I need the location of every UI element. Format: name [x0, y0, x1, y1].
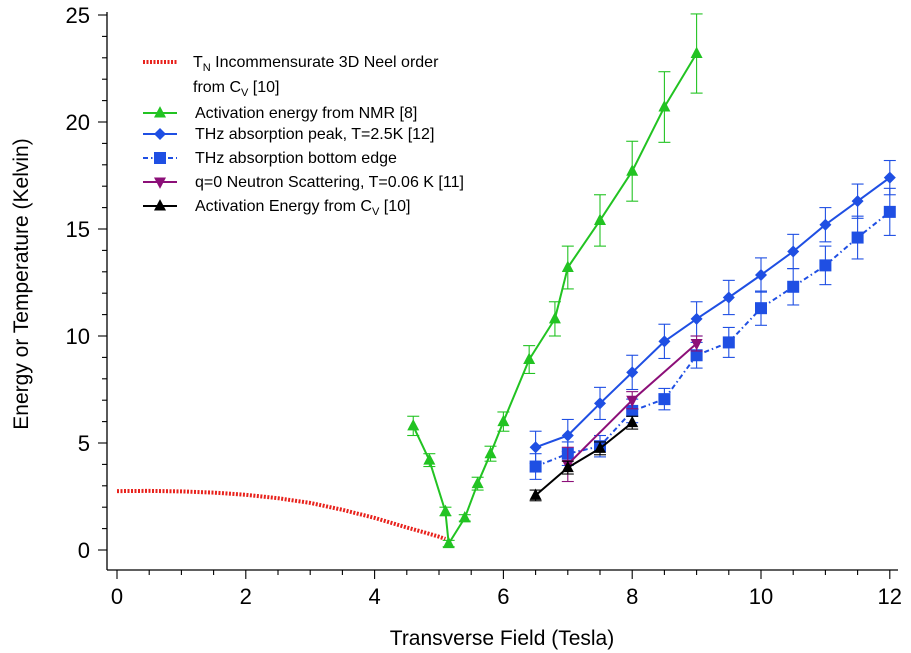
axes: 0 2 4 6 8 10 12 0 5 10 15 20 25 [66, 3, 903, 609]
data-point-thz_peak [851, 195, 864, 208]
x-tick-label: 2 [240, 584, 252, 609]
data-point-nmr [626, 164, 639, 176]
series-neutron [561, 335, 703, 483]
data-point-nmr [471, 476, 484, 489]
data-point-thz_peak [561, 429, 574, 442]
data-point-thz_edge [755, 302, 767, 315]
legend-label-thz_peak: THz absorption peak, T=2.5K [12] [195, 126, 434, 143]
legend: TN Incommensurate 3D Neel order from CV [… [143, 54, 464, 218]
legend-marker-thz_peak [154, 128, 166, 140]
y-tick-label: 15 [66, 217, 90, 242]
legend-marker-nmr [154, 106, 166, 118]
data-point-thz_peak [658, 335, 671, 348]
data-point-nmr [690, 46, 703, 59]
data-point-nmr [439, 504, 452, 516]
legend-label-neutron: q=0 Neutron Scattering, T=0.06 K [11] [195, 174, 464, 191]
x-tick-label: 12 [878, 584, 902, 609]
x-tick-label: 0 [111, 584, 123, 609]
data-point-nmr [523, 352, 536, 365]
legend-marker-cv [154, 199, 166, 211]
series-tn [116, 488, 447, 541]
x-tick-label: 10 [749, 584, 773, 609]
x-tick-label: 8 [626, 584, 638, 609]
data-point-nmr [442, 536, 455, 549]
data-point-thz_peak [722, 291, 735, 304]
y-tick-label: 25 [66, 3, 90, 28]
data-point-cv [594, 441, 606, 453]
legend-marker-thz_edge [154, 152, 166, 164]
data-point-thz_peak [787, 245, 800, 258]
data-point-cv [561, 460, 574, 473]
series-cv [529, 415, 639, 502]
data-point-thz_edge [690, 349, 703, 362]
data-point-nmr [458, 511, 471, 523]
legend-label-thz_edge: THz absorption bottom edge [195, 150, 397, 167]
legend-label-cv: Activation Energy from CV [10] [195, 198, 410, 218]
legend-label-tn-line1: TN Incommensurate 3D Neel order [193, 54, 439, 74]
y-tick-label: 20 [66, 110, 90, 135]
data-point-thz_peak [819, 218, 832, 231]
data-point-nmr [658, 100, 671, 112]
data-point-neutron [690, 338, 703, 351]
x-tick-label: 6 [497, 584, 509, 609]
data-point-nmr [594, 213, 606, 225]
y-axis-title: Energy or Temperature (Kelvin) [10, 138, 33, 429]
data-point-neutron [626, 395, 639, 408]
series-line-nmr [412, 52, 698, 545]
data-point-nmr [484, 446, 497, 459]
series-line-tn [116, 488, 447, 541]
data-point-thz_peak [690, 312, 703, 325]
data-point-nmr [548, 311, 561, 324]
series-line-thz_edge [535, 211, 891, 468]
x-tick-label: 4 [368, 584, 380, 609]
series-thz_peak [529, 159, 896, 464]
data-point-nmr [561, 260, 574, 273]
series-line-cv [534, 421, 633, 497]
series-thz_edge [529, 187, 896, 480]
y-tick-label: 10 [66, 324, 90, 349]
series-line-thz_peak [535, 176, 891, 449]
data-point-thz_peak [755, 269, 767, 282]
y-tick-label: 0 [78, 538, 90, 563]
legend-label-tn-line2: from CV [10] [193, 79, 279, 99]
data-point-thz_peak [883, 171, 896, 184]
data-point-nmr [423, 453, 436, 465]
data-point-thz_edge [851, 231, 864, 244]
data-point-thz_edge [787, 280, 800, 293]
data-point-thz_edge [658, 393, 671, 406]
data-point-thz_edge [722, 336, 735, 349]
data-point-nmr [497, 414, 510, 427]
data-point-nmr [407, 418, 420, 431]
data-point-thz_peak [529, 441, 542, 454]
data-point-thz_peak [594, 397, 606, 410]
series-nmr [407, 13, 703, 549]
legend-label-nmr: Activation energy from NMR [8] [195, 105, 417, 122]
y-tick-label: 5 [78, 431, 90, 456]
data-point-thz_edge [883, 205, 896, 218]
x-axis-title: Transverse Field (Tesla) [390, 627, 614, 650]
data-point-cv [529, 488, 542, 500]
legend-marker-neutron [154, 177, 166, 189]
data-point-thz_edge [819, 259, 832, 272]
data-point-thz_peak [626, 366, 639, 379]
data-point-cv [626, 415, 639, 428]
data-point-thz_edge [626, 404, 639, 417]
data-point-thz_edge [529, 460, 542, 473]
series-layer [116, 13, 896, 549]
